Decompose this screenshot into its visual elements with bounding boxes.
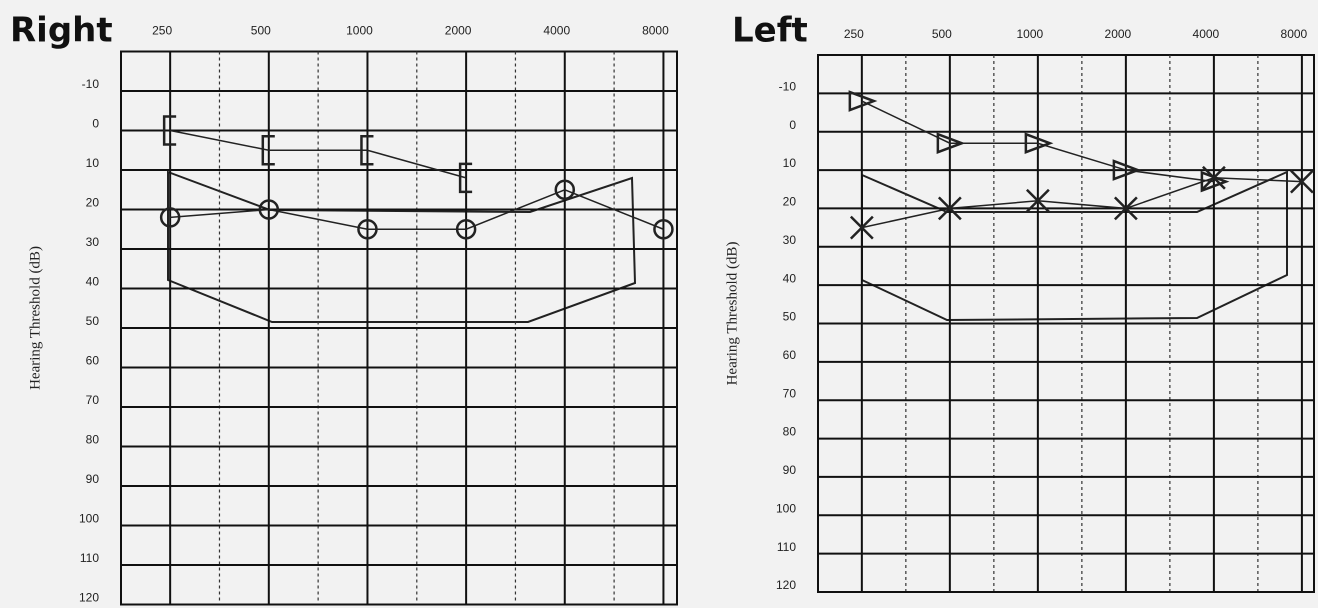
y-tick-label: 120 xyxy=(79,591,99,605)
x-tick-label: 250 xyxy=(844,27,864,41)
y-tick-label: 40 xyxy=(86,275,100,289)
x-tick-label: 8000 xyxy=(642,24,669,38)
y-tick-label: 100 xyxy=(79,512,99,526)
y-tick-label: 80 xyxy=(86,433,100,447)
y-tick-label: 80 xyxy=(783,425,797,439)
y-tick-label: 70 xyxy=(86,393,100,407)
y-tick-label: 30 xyxy=(783,233,797,247)
y-axis-label: Hearing Threshold (dB) xyxy=(27,246,43,390)
y-tick-label: 100 xyxy=(776,501,796,515)
x-tick-label: 500 xyxy=(932,27,952,41)
y-tick-label: 60 xyxy=(783,348,797,362)
x-tick-label: 1000 xyxy=(1017,27,1044,41)
y-axis-label: Hearing Threshold (dB) xyxy=(724,242,740,386)
y-tick-label: 10 xyxy=(86,156,100,170)
y-tick-label: 50 xyxy=(86,314,100,328)
y-tick-label: 30 xyxy=(86,235,100,249)
x-tick-label: 500 xyxy=(251,24,271,38)
y-tick-label: 50 xyxy=(783,310,797,324)
y-tick-label: 90 xyxy=(86,472,100,486)
x-tick-label: 4000 xyxy=(543,24,570,38)
y-tick-label: 120 xyxy=(776,578,796,592)
x-tick-label: 1000 xyxy=(346,24,373,38)
y-tick-label: 60 xyxy=(86,354,100,368)
x-tick-label: 8000 xyxy=(1281,27,1308,41)
y-tick-label: 110 xyxy=(80,551,99,565)
y-tick-label: 40 xyxy=(783,271,797,285)
y-tick-label: 20 xyxy=(783,195,797,209)
y-tick-label: 20 xyxy=(86,196,100,210)
x-tick-label: 2000 xyxy=(1105,27,1132,41)
y-tick-label: 0 xyxy=(92,117,99,131)
x-tick-label: 2000 xyxy=(445,24,472,38)
y-tick-label: 0 xyxy=(789,118,796,132)
x-tick-label: 4000 xyxy=(1193,27,1220,41)
y-tick-label: -10 xyxy=(82,77,100,91)
audiogram-page: RightHearing Threshold (dB)2505001000200… xyxy=(0,0,1318,608)
chart-title: Left xyxy=(732,11,808,51)
y-tick-label: 90 xyxy=(783,463,797,477)
y-tick-label: 110 xyxy=(777,540,796,554)
y-tick-label: -10 xyxy=(779,80,797,94)
chart-title: Right xyxy=(10,11,113,51)
y-tick-label: 70 xyxy=(783,386,797,400)
y-tick-label: 10 xyxy=(783,156,797,170)
x-tick-label: 250 xyxy=(152,24,172,38)
